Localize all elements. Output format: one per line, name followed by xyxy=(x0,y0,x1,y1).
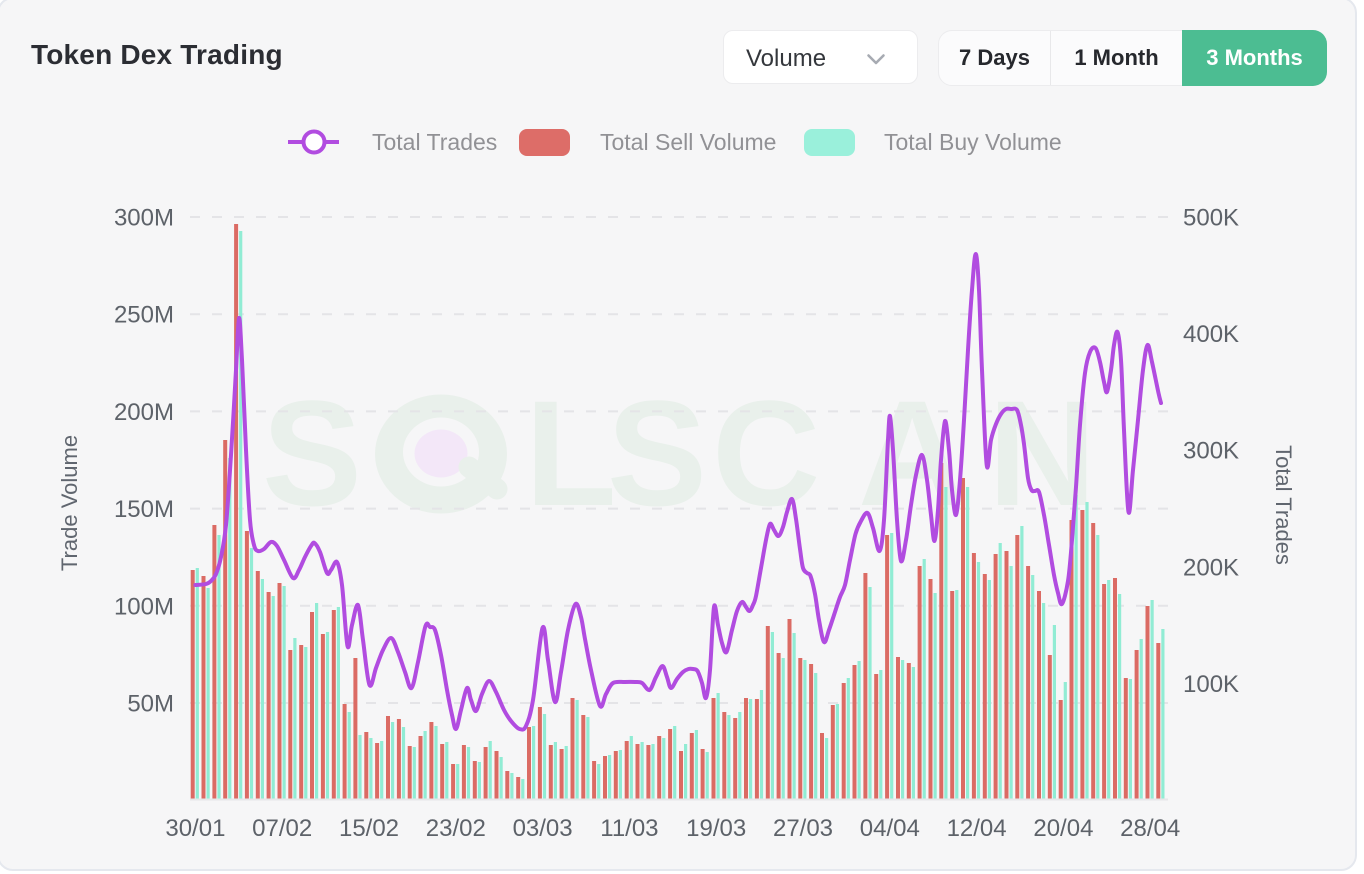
svg-text:30/01: 30/01 xyxy=(165,815,225,842)
svg-text:04/04: 04/04 xyxy=(860,815,920,842)
svg-text:15/02: 15/02 xyxy=(339,815,399,842)
svg-text:500K: 500K xyxy=(1183,205,1239,232)
svg-text:11/03: 11/03 xyxy=(600,815,658,842)
svg-text:07/02: 07/02 xyxy=(252,815,312,842)
svg-text:12/04: 12/04 xyxy=(947,815,1007,842)
svg-text:23/02: 23/02 xyxy=(426,815,486,842)
svg-text:19/03: 19/03 xyxy=(686,815,746,842)
svg-text:28/04: 28/04 xyxy=(1120,815,1180,842)
svg-text:400K: 400K xyxy=(1183,321,1239,348)
svg-text:C: C xyxy=(712,369,820,537)
svg-text:300M: 300M xyxy=(114,205,174,232)
svg-text:150M: 150M xyxy=(114,496,174,523)
svg-text:Total Trades: Total Trades xyxy=(372,129,497,155)
svg-text:100K: 100K xyxy=(1183,671,1239,698)
svg-text:Total Buy Volume: Total Buy Volume xyxy=(884,129,1062,155)
svg-text:200K: 200K xyxy=(1183,554,1239,581)
svg-text:L: L xyxy=(525,369,617,537)
svg-text:S: S xyxy=(262,369,362,537)
svg-text:300K: 300K xyxy=(1183,438,1239,465)
svg-text:S: S xyxy=(607,369,707,537)
svg-text:27/03: 27/03 xyxy=(773,815,833,842)
svg-text:Total Sell Volume: Total Sell Volume xyxy=(600,129,776,155)
svg-text:Trade Volume: Trade Volume xyxy=(57,435,82,571)
svg-text:20/04: 20/04 xyxy=(1033,815,1093,842)
svg-text:50M: 50M xyxy=(127,691,174,718)
svg-text:200M: 200M xyxy=(114,399,174,426)
svg-text:03/03: 03/03 xyxy=(513,815,573,842)
svg-text:Total Trades: Total Trades xyxy=(1271,445,1296,565)
svg-text:100M: 100M xyxy=(114,593,174,620)
svg-text:250M: 250M xyxy=(114,302,174,329)
